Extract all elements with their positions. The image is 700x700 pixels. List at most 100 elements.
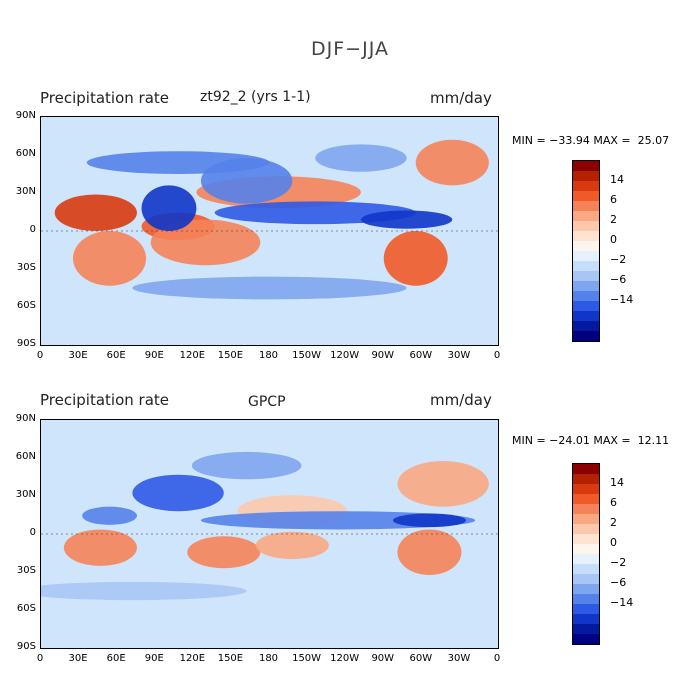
colorbar-tick-label: −2 xyxy=(610,253,627,266)
y-tick-label: 60S xyxy=(16,603,36,614)
colorbar-swatch xyxy=(573,584,599,594)
field-blob xyxy=(72,231,147,286)
x-tick-label: 0 xyxy=(493,653,501,664)
colorbar-swatch xyxy=(573,321,599,331)
colorbar-swatch xyxy=(573,311,599,321)
colorbar-swatch xyxy=(573,251,599,261)
x-tick-label: 90E xyxy=(144,653,164,664)
colorbar-swatch xyxy=(573,191,599,201)
colorbar-swatch xyxy=(573,514,599,524)
panel-units: mm/day xyxy=(430,89,492,107)
colorbar-swatch xyxy=(573,331,599,341)
colorbar-tick-label: −14 xyxy=(610,293,634,306)
y-tick-label: 60N xyxy=(15,451,36,462)
field-blob xyxy=(315,144,407,172)
x-tick-label: 120W xyxy=(330,653,360,664)
field-blob xyxy=(141,185,197,231)
panel-subtitle: zt92_2 (yrs 1-1) xyxy=(200,89,311,105)
field-blob xyxy=(360,210,453,229)
y-tick-label: 90S xyxy=(16,338,36,349)
colorbar-swatch xyxy=(573,534,599,544)
field-blob xyxy=(415,139,489,186)
x-tick-label: 180 xyxy=(258,350,279,361)
colorbar xyxy=(572,463,600,645)
panel-subtitle: GPCP xyxy=(248,394,286,410)
colorbar-swatch xyxy=(573,301,599,311)
colorbar-swatch xyxy=(573,171,599,181)
x-tick-label: 0 xyxy=(36,653,44,664)
precip-map xyxy=(40,116,499,346)
x-tick-label: 150E xyxy=(217,653,244,664)
colorbar-swatch xyxy=(573,504,599,514)
field-blob xyxy=(392,513,467,528)
field-blob xyxy=(86,151,270,174)
colorbar-swatch xyxy=(573,574,599,584)
y-tick-label: 30N xyxy=(15,489,36,500)
field-blob xyxy=(397,461,489,507)
x-tick-label: 120E xyxy=(179,350,206,361)
colorbar-tick-label: 2 xyxy=(610,213,617,226)
colorbar-tick-label: −2 xyxy=(610,556,627,569)
x-tick-label: 0 xyxy=(493,350,501,361)
colorbar-swatch xyxy=(573,261,599,271)
x-tick-label: 90E xyxy=(144,350,164,361)
colorbar-tick-label: −6 xyxy=(610,273,627,286)
colorbar-swatch xyxy=(573,231,599,241)
x-tick-label: 150W xyxy=(292,653,322,664)
colorbar-swatch xyxy=(573,464,599,474)
field-overlay xyxy=(41,420,498,648)
x-tick-label: 60W xyxy=(409,653,433,664)
y-tick-label: 0 xyxy=(29,527,36,538)
colorbar xyxy=(572,160,600,342)
x-tick-label: 60E xyxy=(106,653,126,664)
colorbar-tick-label: 6 xyxy=(610,496,617,509)
colorbar-tick-label: 14 xyxy=(610,476,624,489)
colorbar-tick-label: −6 xyxy=(610,576,627,589)
colorbar-swatch xyxy=(573,281,599,291)
colorbar-swatch xyxy=(573,634,599,644)
y-tick-label: 60S xyxy=(16,300,36,311)
y-tick-label: 90N xyxy=(15,413,36,424)
colorbar-tick-label: 2 xyxy=(610,516,617,529)
colorbar-swatch xyxy=(573,221,599,231)
field-blob xyxy=(54,194,137,231)
field-blob xyxy=(187,536,261,569)
x-tick-label: 120W xyxy=(330,350,360,361)
min-max-readout: MIN = −33.94 MAX = 25.07 xyxy=(512,134,670,147)
colorbar-tick-label: −14 xyxy=(610,596,634,609)
colorbar-swatch xyxy=(573,181,599,191)
x-tick-label: 180 xyxy=(258,653,279,664)
x-tick-label: 60W xyxy=(409,350,433,361)
colorbar-swatch xyxy=(573,544,599,554)
field-blob xyxy=(397,529,462,576)
x-tick-label: 60E xyxy=(106,350,126,361)
y-tick-label: 30N xyxy=(15,186,36,197)
field-overlay xyxy=(41,117,498,345)
x-tick-label: 30E xyxy=(68,653,88,664)
x-tick-label: 120E xyxy=(179,653,206,664)
colorbar-swatch xyxy=(573,291,599,301)
panel-title: Precipitation rate xyxy=(40,391,169,409)
colorbar-swatch xyxy=(573,474,599,484)
x-tick-label: 30E xyxy=(68,350,88,361)
field-blob xyxy=(63,529,137,566)
panel-title: Precipitation rate xyxy=(40,89,169,107)
colorbar-swatch xyxy=(573,564,599,574)
colorbar-swatch xyxy=(573,161,599,171)
x-tick-label: 150E xyxy=(217,350,244,361)
field-blob xyxy=(132,276,407,300)
y-tick-label: 90N xyxy=(15,110,36,121)
field-blob xyxy=(41,581,247,601)
y-tick-label: 60N xyxy=(15,148,36,159)
x-tick-label: 90W xyxy=(371,350,395,361)
colorbar-swatch xyxy=(573,624,599,634)
y-tick-label: 30S xyxy=(16,262,36,273)
colorbar-tick-label: 0 xyxy=(610,536,617,549)
y-tick-label: 30S xyxy=(16,565,36,576)
x-tick-label: 150W xyxy=(292,350,322,361)
colorbar-tick-label: 6 xyxy=(610,193,617,206)
colorbar-swatch xyxy=(573,594,599,604)
colorbar-swatch xyxy=(573,484,599,494)
y-tick-label: 90S xyxy=(16,641,36,652)
colorbar-swatch xyxy=(573,604,599,614)
